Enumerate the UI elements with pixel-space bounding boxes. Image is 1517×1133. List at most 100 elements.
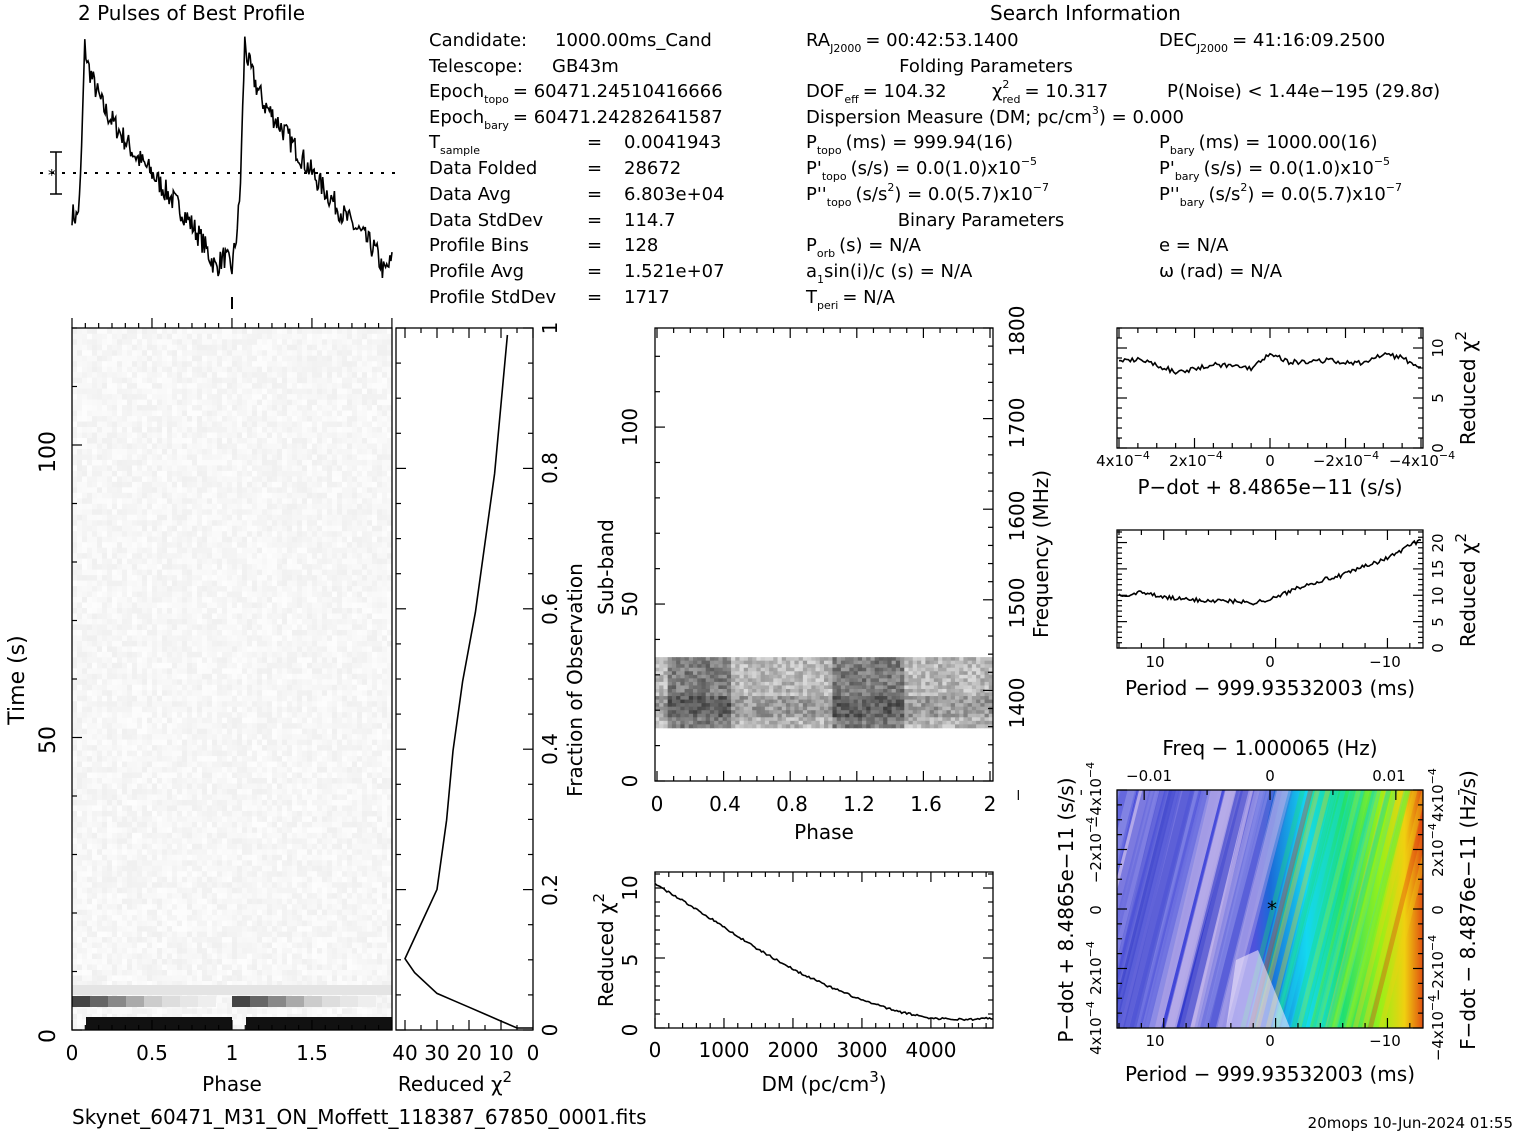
time-phase-cell xyxy=(307,684,313,691)
time-phase-cell xyxy=(122,969,128,976)
time-phase-cell xyxy=(137,799,143,806)
time-phase-cell xyxy=(332,876,338,883)
time-phase-cell xyxy=(382,717,388,724)
time-phase-cell xyxy=(257,761,263,768)
time-phase-cell xyxy=(277,700,283,707)
time-phase-cell xyxy=(177,717,183,724)
time-phase-cell xyxy=(92,1008,98,1014)
time-phase-cell xyxy=(382,942,388,949)
time-phase-cell xyxy=(287,711,293,718)
time-phase-cell xyxy=(87,887,93,894)
time-phase-cell xyxy=(172,898,178,905)
time-phase-cell xyxy=(337,958,343,965)
time-phase-cell xyxy=(237,739,243,746)
time-phase-cell xyxy=(72,783,78,789)
time-phase-cell xyxy=(97,832,103,839)
time-phase-cell xyxy=(332,969,338,976)
time-phase-cell xyxy=(132,635,138,641)
time-phase-cell xyxy=(192,618,198,625)
time-phase-cell xyxy=(337,722,343,729)
time-phase-cell xyxy=(132,777,138,784)
time-phase-cell xyxy=(82,898,88,905)
time-phase-cell xyxy=(382,618,388,625)
time-phase-cell xyxy=(82,733,88,740)
time-phase-cell xyxy=(87,931,93,938)
time-phase-cell xyxy=(202,739,208,746)
time-phase-cell xyxy=(187,635,193,641)
time-phase-cell xyxy=(92,657,98,663)
time-phase-cell xyxy=(142,607,148,614)
time-phase-cell xyxy=(92,684,98,691)
time-phase-cell xyxy=(177,925,183,932)
time-phase-cell xyxy=(387,624,392,630)
time-phase-cell xyxy=(302,799,308,806)
time-phase-cell xyxy=(267,805,273,811)
time-phase-cell xyxy=(222,750,228,757)
time-phase-cell xyxy=(137,859,143,866)
time-phase-cell xyxy=(327,772,333,779)
time-phase-cell xyxy=(107,651,113,658)
time-phase-cell xyxy=(72,695,78,702)
time-phase-cell xyxy=(257,788,263,795)
time-phase-cell xyxy=(217,673,223,680)
time-phase-cell xyxy=(332,733,338,740)
time-phase-cell xyxy=(262,777,268,784)
time-phase-cell xyxy=(207,931,213,938)
time-phase-cell xyxy=(302,602,308,609)
time-phase-cell xyxy=(232,635,238,641)
time-phase-cell xyxy=(362,761,368,768)
time-phase-cell xyxy=(162,668,168,674)
time-phase-cell xyxy=(132,964,138,970)
time-phase-cell xyxy=(152,761,158,768)
time-phase-cell xyxy=(307,618,313,625)
time-phase-cell xyxy=(382,766,388,773)
time-phase-cell xyxy=(112,942,118,949)
time-phase-cell xyxy=(252,1013,258,1020)
time-phase-cell xyxy=(232,876,238,883)
time-phase-cell xyxy=(357,640,363,647)
time-phase-cell xyxy=(277,629,283,636)
time-phase-cell xyxy=(387,799,392,806)
time-phase-cell xyxy=(387,859,392,866)
time-phase-cell xyxy=(187,925,193,932)
time-phase-cell xyxy=(97,640,103,647)
time-phase-cell xyxy=(237,849,243,855)
time-phase-cell xyxy=(307,865,313,872)
time-phase-cell xyxy=(177,942,183,949)
time-phase-cell xyxy=(227,903,233,910)
time-phase-cell xyxy=(297,602,303,609)
time-phase-cell xyxy=(117,887,123,894)
time-phase-cell xyxy=(237,821,243,828)
time-phase-cell xyxy=(357,794,363,800)
time-phase-cell xyxy=(112,980,118,987)
time-phase-cell xyxy=(207,969,213,976)
time-phase-cell xyxy=(382,689,388,696)
time-phase-cell xyxy=(267,772,273,779)
time-phase-cell xyxy=(247,668,253,674)
time-phase-cell xyxy=(87,892,93,899)
time-phase-cell xyxy=(202,865,208,872)
time-phase-cell xyxy=(122,695,128,702)
time-phase-cell xyxy=(362,821,368,828)
time-phase-cell xyxy=(92,646,98,652)
time-phase-cell xyxy=(162,859,168,866)
time-phase-cell xyxy=(142,772,148,779)
time-phase-cell xyxy=(362,1013,368,1020)
time-phase-cell xyxy=(262,849,268,855)
time-phase-cell xyxy=(77,607,83,614)
time-phase-cell xyxy=(77,920,83,927)
time-phase-cell xyxy=(92,750,98,757)
time-phase-cell xyxy=(362,870,368,877)
time-phase-cell xyxy=(92,821,98,828)
time-phase-cell xyxy=(167,777,173,784)
time-phase-cell xyxy=(147,925,153,932)
time-phase-cell xyxy=(247,777,253,784)
time-phase-cell xyxy=(182,887,188,894)
time-phase-cell xyxy=(87,794,93,800)
time-phase-cell xyxy=(252,816,258,822)
time-phase-cell xyxy=(72,673,78,680)
time-phase-cell xyxy=(327,695,333,702)
time-phase-cell xyxy=(357,816,363,822)
time-phase-cell xyxy=(317,733,323,740)
time-phase-cell xyxy=(87,914,93,921)
